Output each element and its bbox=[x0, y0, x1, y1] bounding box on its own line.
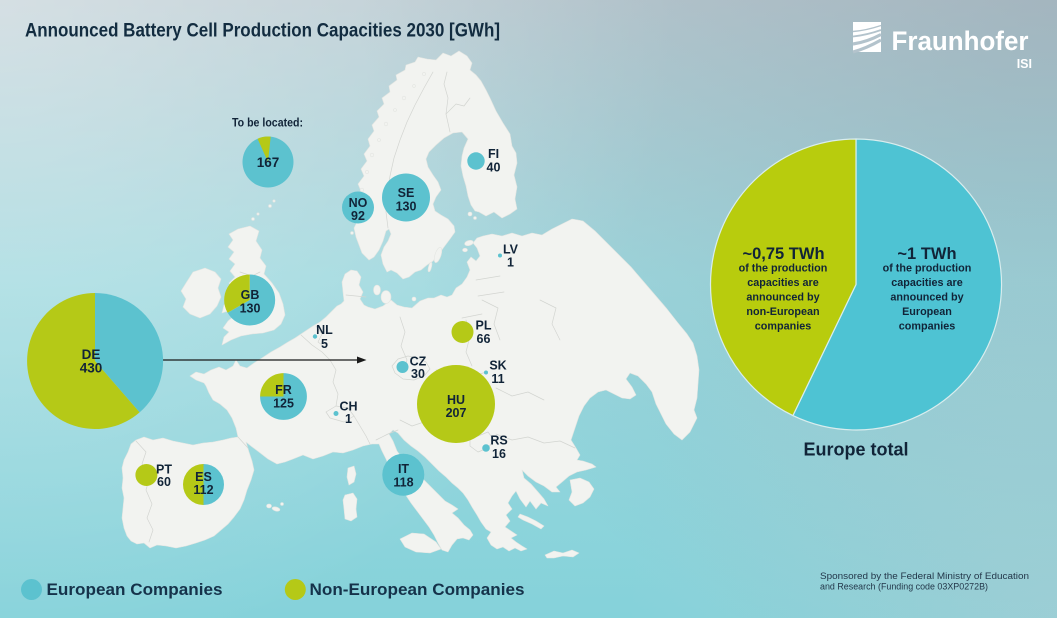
svg-text:112: 112 bbox=[193, 483, 213, 497]
svg-text:60: 60 bbox=[157, 475, 171, 489]
svg-text:125: 125 bbox=[273, 397, 294, 411]
svg-text:announced by: announced by bbox=[890, 292, 963, 304]
svg-text:207: 207 bbox=[446, 406, 467, 420]
svg-text:92: 92 bbox=[351, 209, 365, 223]
svg-text:1: 1 bbox=[345, 412, 352, 426]
svg-text:IT: IT bbox=[398, 462, 409, 476]
svg-text:40: 40 bbox=[487, 161, 501, 175]
svg-text:RS: RS bbox=[490, 434, 507, 448]
svg-text:430: 430 bbox=[80, 361, 103, 376]
svg-text:PL: PL bbox=[476, 319, 492, 333]
svg-text:5: 5 bbox=[321, 337, 328, 351]
svg-text:Non-European Companies: Non-European Companies bbox=[310, 581, 525, 599]
svg-text:HU: HU bbox=[447, 393, 465, 407]
svg-text:11: 11 bbox=[491, 372, 504, 386]
svg-text:Fraunhofer: Fraunhofer bbox=[892, 26, 1029, 56]
svg-text:CH: CH bbox=[339, 400, 357, 414]
svg-text:118: 118 bbox=[393, 476, 413, 490]
svg-text:GB: GB bbox=[241, 288, 260, 302]
svg-text:LV: LV bbox=[503, 243, 519, 257]
svg-text:To be located:: To be located: bbox=[232, 116, 303, 130]
svg-text:companies: companies bbox=[899, 321, 955, 333]
svg-text:NL: NL bbox=[316, 323, 333, 337]
svg-text:130: 130 bbox=[396, 200, 417, 214]
svg-text:non-European: non-European bbox=[746, 306, 819, 318]
svg-text:companies: companies bbox=[755, 321, 811, 333]
svg-text:DE: DE bbox=[82, 347, 101, 362]
svg-text:SE: SE bbox=[398, 186, 415, 200]
svg-text:and Research (Funding code 03X: and Research (Funding code 03XP0272B) bbox=[820, 582, 988, 592]
svg-text:66: 66 bbox=[477, 332, 491, 346]
svg-text:European Companies: European Companies bbox=[47, 581, 223, 599]
svg-text:SK: SK bbox=[489, 359, 506, 373]
svg-text:130: 130 bbox=[240, 302, 261, 316]
svg-text:of the production: of the production bbox=[883, 263, 972, 275]
svg-text:Announced Battery Cell Product: Announced Battery Cell Production Capaci… bbox=[25, 20, 500, 42]
svg-text:announced by: announced by bbox=[746, 292, 819, 304]
svg-text:Sponsored by the Federal Minis: Sponsored by the Federal Ministry of Edu… bbox=[820, 571, 1029, 581]
svg-text:~0,75 TWh: ~0,75 TWh bbox=[742, 245, 824, 263]
svg-text:European: European bbox=[902, 306, 952, 318]
svg-text:FR: FR bbox=[275, 383, 292, 397]
svg-text:of the production: of the production bbox=[739, 263, 828, 275]
svg-text:30: 30 bbox=[411, 367, 425, 381]
svg-text:1: 1 bbox=[507, 256, 514, 270]
svg-text:capacities are: capacities are bbox=[891, 277, 962, 289]
svg-text:~1 TWh: ~1 TWh bbox=[897, 245, 956, 263]
svg-text:ES: ES bbox=[195, 470, 212, 484]
svg-text:NO: NO bbox=[349, 196, 368, 210]
svg-text:Europe total: Europe total bbox=[803, 440, 908, 460]
svg-text:FI: FI bbox=[488, 147, 499, 161]
svg-text:CZ: CZ bbox=[410, 355, 427, 369]
svg-text:16: 16 bbox=[492, 447, 506, 461]
svg-text:ISI: ISI bbox=[1017, 57, 1032, 71]
svg-text:PT: PT bbox=[156, 463, 172, 477]
svg-text:167: 167 bbox=[257, 155, 280, 170]
svg-text:capacities are: capacities are bbox=[747, 277, 818, 289]
